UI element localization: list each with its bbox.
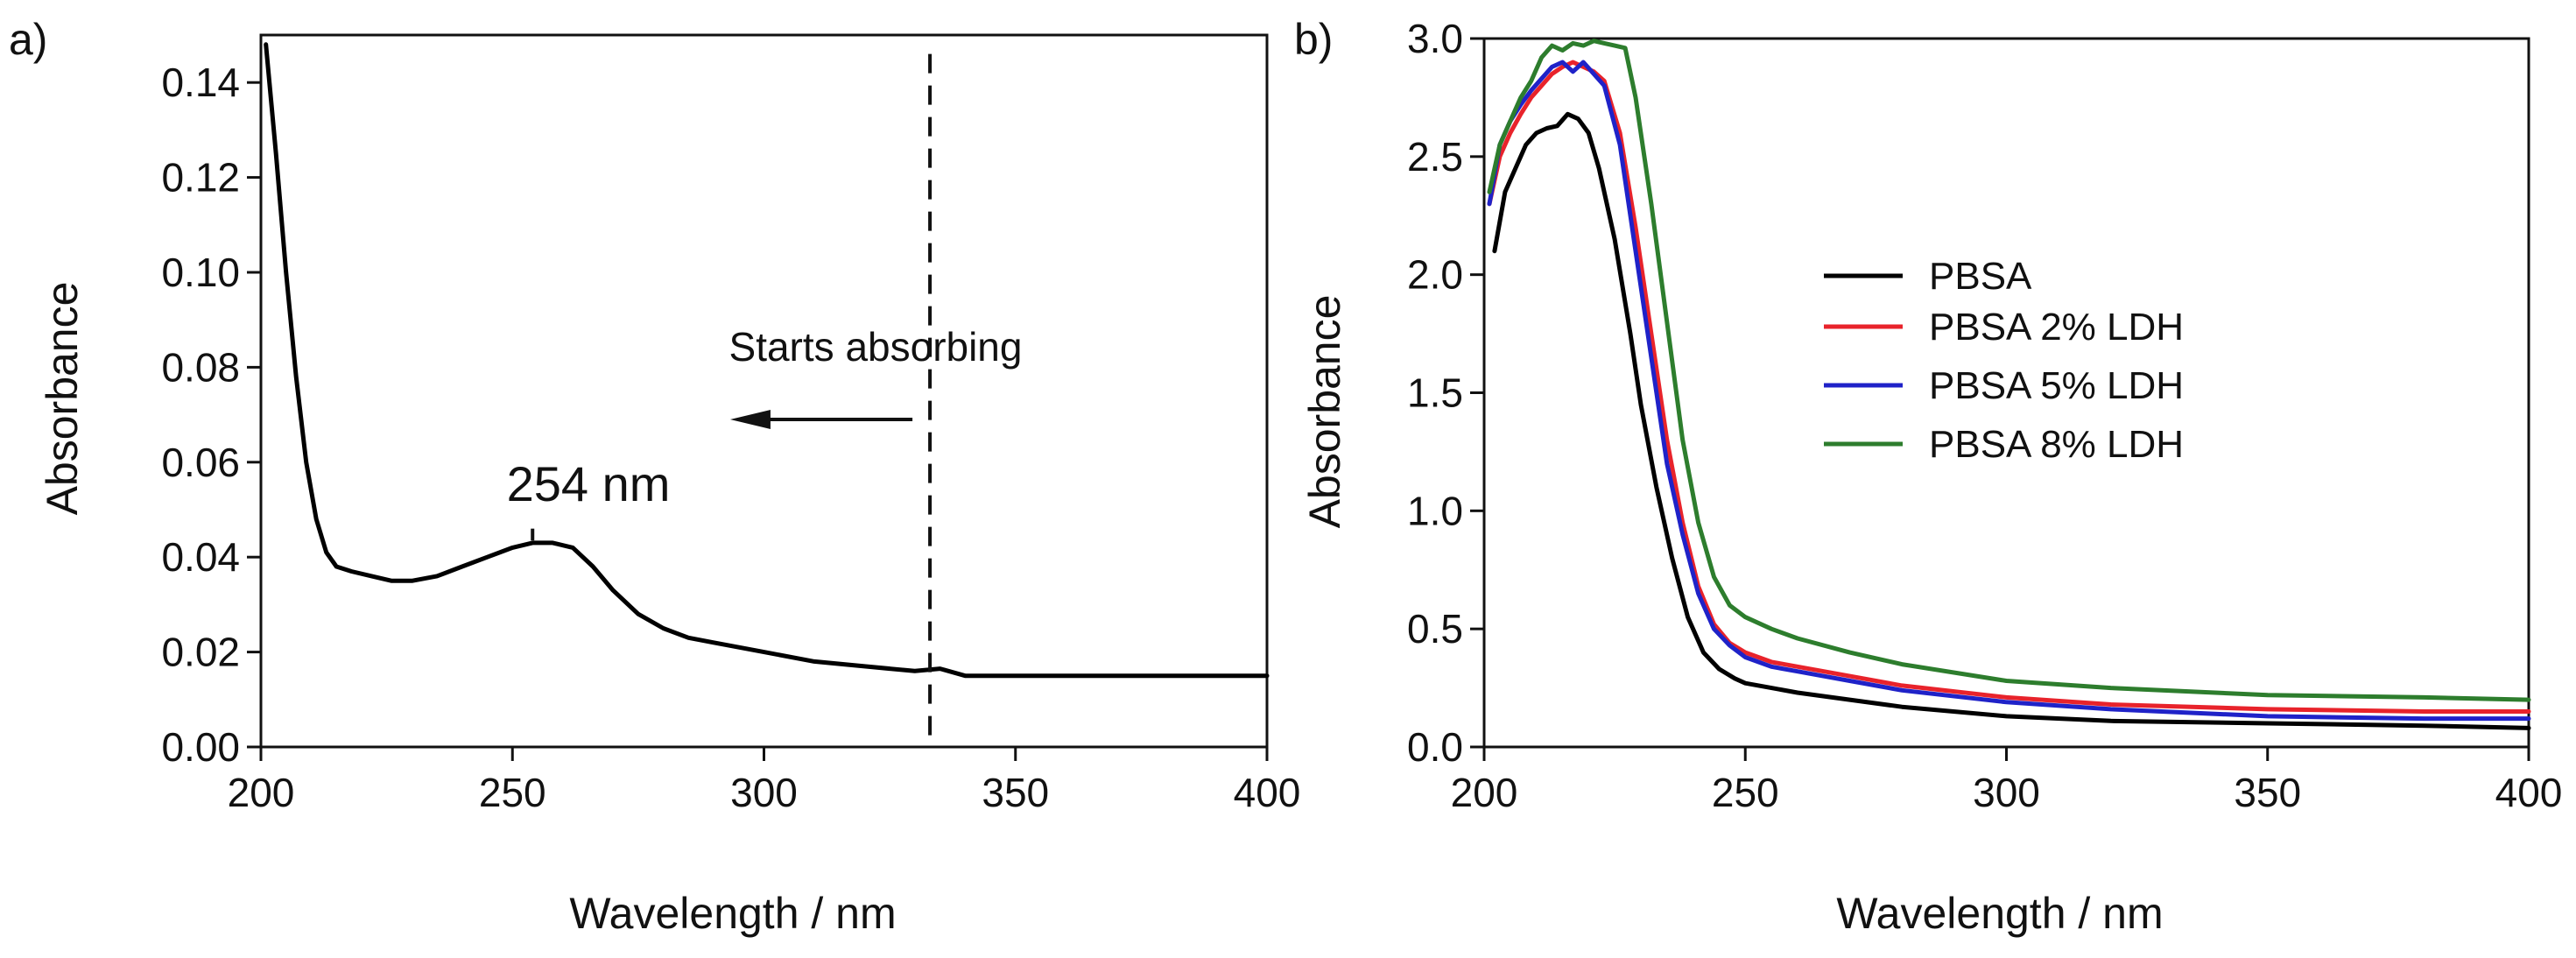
legend-label-pbsa: PBSA: [1929, 255, 2032, 298]
panel-a-x-tick-label: 350: [982, 770, 1049, 815]
panel-b-y-tick-label: 0.0: [1407, 724, 1463, 770]
peak-wavelength-label: 254 nm: [507, 456, 671, 511]
panel-b-y-axis-label: Absorbance: [1300, 295, 1349, 529]
panel-b-series-line-pbsa-2-ldh: [1487, 60, 2531, 714]
panel-b-y-tick-label: 0.5: [1407, 606, 1463, 652]
panel-b: b) 200 250 300 350 4000.00.51.01.52.02.53.0 …: [1294, 15, 2562, 938]
legend-label-pbsa-2-ldh: PBSA 2% LDH: [1929, 306, 2184, 349]
panel-a-x-tick-label: 250: [479, 770, 546, 815]
panel-b-y-tick-label: 2.5: [1407, 134, 1463, 180]
panel-a-plot-area: 200 250 300 350 400 0.00 0.02 0.04 0.06 0.08 0.10 0…: [161, 33, 1301, 815]
legend: PBSA PBSA 2% LDH PBSA 5% LDH PBSA 8% LDH: [1824, 255, 2184, 466]
panel-b-series-line-pbsa: [1492, 111, 2531, 730]
legend-label-pbsa-5-ldh: PBSA 5% LDH: [1929, 364, 2184, 407]
panel-b-series-line-pbsa-5-ldh: [1487, 60, 2531, 722]
panel-a-y-tick-label: 0.02: [161, 630, 240, 675]
panel-a-y-tick-label: 0.06: [161, 440, 240, 485]
panel-b-x-axis-label: Wavelength / nm: [1836, 889, 2163, 938]
panel-b-x-tick-label: 400: [2495, 770, 2563, 815]
panel-b-y-tick-label: 1.0: [1407, 488, 1463, 533]
panel-b-x-tick-label: 250: [1712, 770, 1779, 815]
panel-a-y-tick-label: 0.10: [161, 250, 240, 295]
panel-a-x-tick-label: 400: [1234, 770, 1301, 815]
panel-a-y-axis-label: Absorbance: [38, 282, 87, 516]
panel-a-y-tick-label: 0.04: [161, 534, 240, 580]
panel-b-y-tick-label: 2.0: [1407, 252, 1463, 298]
panel-a: a) 200 250 300 350 400 0.00 0.02 0.04 0.06 0.08 0.…: [9, 15, 1300, 938]
panel-b-plot-area: 200 250 300 350 400 0.0 0.5 1.0 1.5 2.0 2.5 3.0: [1407, 16, 2562, 815]
panel-a-y-tick-label: 0.14: [161, 60, 240, 105]
panel-a-y-tick-label: 0.12: [161, 155, 240, 201]
legend-label-pbsa-8-ldh: PBSA 8% LDH: [1929, 423, 2184, 466]
panel-b-series-line-pbsa-8-ldh: [1487, 39, 2531, 702]
panel-b-x-tick-label: 350: [2234, 770, 2301, 815]
panel-a-label: a): [9, 15, 47, 64]
starts-absorbing-label: Starts absorbing: [729, 324, 1023, 370]
panel-a-series-line-pbsa: [264, 42, 1270, 679]
panel-a-y-tick-label: 0.00: [161, 724, 240, 770]
panel-b-label: b): [1294, 15, 1333, 64]
panel-b-y-tick-label: 3.0: [1407, 16, 1463, 61]
panel-a-x-tick-label: 200: [228, 770, 295, 815]
panel-a-y-tick-label: 0.08: [161, 344, 240, 390]
panel-a-x-tick-label: 300: [730, 770, 798, 815]
starts-absorbing-arrowhead: [729, 410, 771, 430]
panel-b-x-tick-label: 200: [1451, 770, 1518, 815]
panel-b-x-tick-label: 300: [1973, 770, 2040, 815]
panel-a-frame: [259, 33, 1269, 749]
panel-a-x-axis-label: Wavelength / nm: [569, 889, 896, 938]
panel-b-y-tick-label: 1.5: [1407, 370, 1463, 416]
